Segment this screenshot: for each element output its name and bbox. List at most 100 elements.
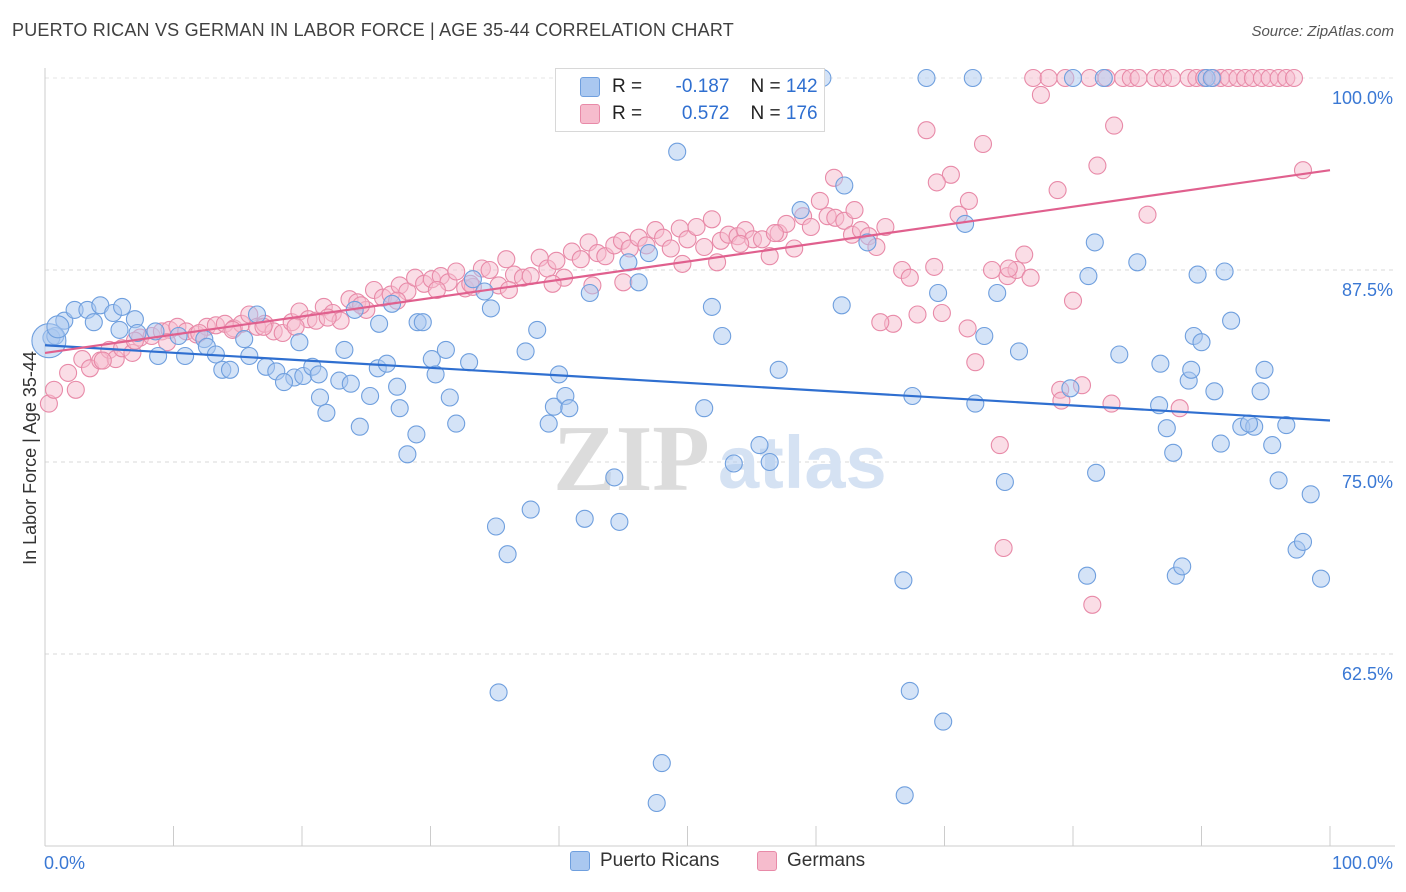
puerto-rican-point [629,273,648,292]
german-point [876,217,895,237]
watermark: ZIP atlas [553,407,887,511]
puerto-rican-point [1293,532,1313,551]
y-tick-label: 100.0% [1332,88,1393,108]
legend-r-label: R = [612,76,643,97]
german-point [1102,394,1121,413]
puerto-rican-point [1151,354,1170,373]
legend-n-label: N = [750,103,781,124]
puerto-rican-point [521,500,540,519]
puerto-rican-point [436,340,455,359]
german-point [908,305,927,324]
legend-swatch-germans [580,104,600,124]
puerto-rican-point [1301,485,1320,504]
puerto-rican-point [290,333,309,352]
german-point [571,250,590,269]
puerto-rican-point [1222,311,1241,330]
puerto-rican-point [1255,360,1274,379]
puerto-rican-point [1192,333,1211,352]
puerto-rican-point [988,283,1007,303]
german-point [702,210,721,229]
puerto-rican-point [1269,471,1288,490]
puerto-rican-point [917,68,936,88]
puerto-rican-point [426,365,445,384]
puerto-rican-point [388,377,407,396]
german-point [973,134,993,154]
german-point [1063,291,1083,310]
puerto-rican-point [769,360,788,379]
german-point [999,259,1018,278]
y-axis-label: In Labor Force | Age 35-44 [20,351,40,565]
german-point [958,319,977,338]
german-point [678,230,697,249]
y-tick-label: 87.5% [1342,280,1393,300]
puerto-rican-point [341,374,360,393]
puerto-rican-point [895,786,914,805]
puerto-rican-point [1211,434,1230,453]
puerto-rican-point [1079,267,1098,286]
german-point [990,436,1009,455]
german-point [59,363,78,382]
puerto-rican-point [929,283,948,303]
german-point [1088,156,1107,175]
puerto-rican-point [1277,416,1296,435]
puerto-rican-point [724,454,743,473]
puerto-rican-point [1263,436,1282,455]
puerto-rican-point [652,754,671,773]
puerto-rican-point [1063,68,1083,88]
bottom-legend-germans: Germans [757,850,865,872]
german-point [497,250,516,269]
legend-row-germans: R = 0.572 N = 176 [580,101,818,127]
german-point [1021,268,1040,287]
german-point [447,262,466,281]
german-point [1170,399,1189,418]
puerto-rican-point [1239,414,1259,433]
puerto-ricans-points [31,68,1331,813]
puerto-rican-point [486,517,506,536]
german-point [1293,161,1313,180]
bottom-swatch-puerto-ricans [570,851,590,871]
puerto-rican-point [995,472,1014,492]
legend-row-puerto-ricans: R = -0.187 N = 142 [580,74,818,100]
puerto-rican-point [702,297,721,316]
trend-lines [44,169,1331,422]
legend-n-label: N = [750,76,781,97]
german-point [1129,68,1148,88]
german-point [927,173,946,192]
puerto-rican-point [966,394,985,413]
puerto-rican-point [113,297,132,316]
puerto-rican-point [481,299,500,318]
german-point [917,121,936,140]
watermark-zip: ZIP [553,407,710,511]
puerto-rican-point [310,388,330,407]
y-tick-label: 62.5% [1342,664,1393,684]
puerto-rican-point [1078,566,1097,585]
puerto-rican-point [668,142,687,161]
chart-title: PUERTO RICAN VS GERMAN IN LABOR FORCE | … [12,20,734,40]
german-point [959,191,978,210]
german-point [1284,68,1304,88]
puerto-rican-point [835,176,854,195]
german-point [1024,68,1043,88]
german-point [499,280,518,300]
bottom-legend-label-germans: Germans [787,850,866,871]
bottom-legend-puerto-ricans: Puerto Ricans [570,850,719,872]
puerto-ricans-trend-line [44,344,1331,422]
german-point [765,224,784,243]
german-point [731,234,750,253]
puerto-rican-point [377,354,396,373]
puerto-rican-point [1251,382,1270,401]
german-point [1083,595,1102,614]
puerto-rican-point [46,315,70,339]
puerto-rican-point [317,403,336,422]
puerto-rican-point [900,681,919,700]
puerto-rican-point [1157,419,1176,438]
puerto-rican-point [1188,265,1207,284]
puerto-rican-point [398,445,417,464]
puerto-rican-point [1110,345,1129,364]
puerto-rican-point [110,320,129,339]
german-point [547,251,566,270]
puerto-rican-point [407,425,426,444]
german-point [695,237,714,257]
puerto-rican-point [350,417,369,436]
